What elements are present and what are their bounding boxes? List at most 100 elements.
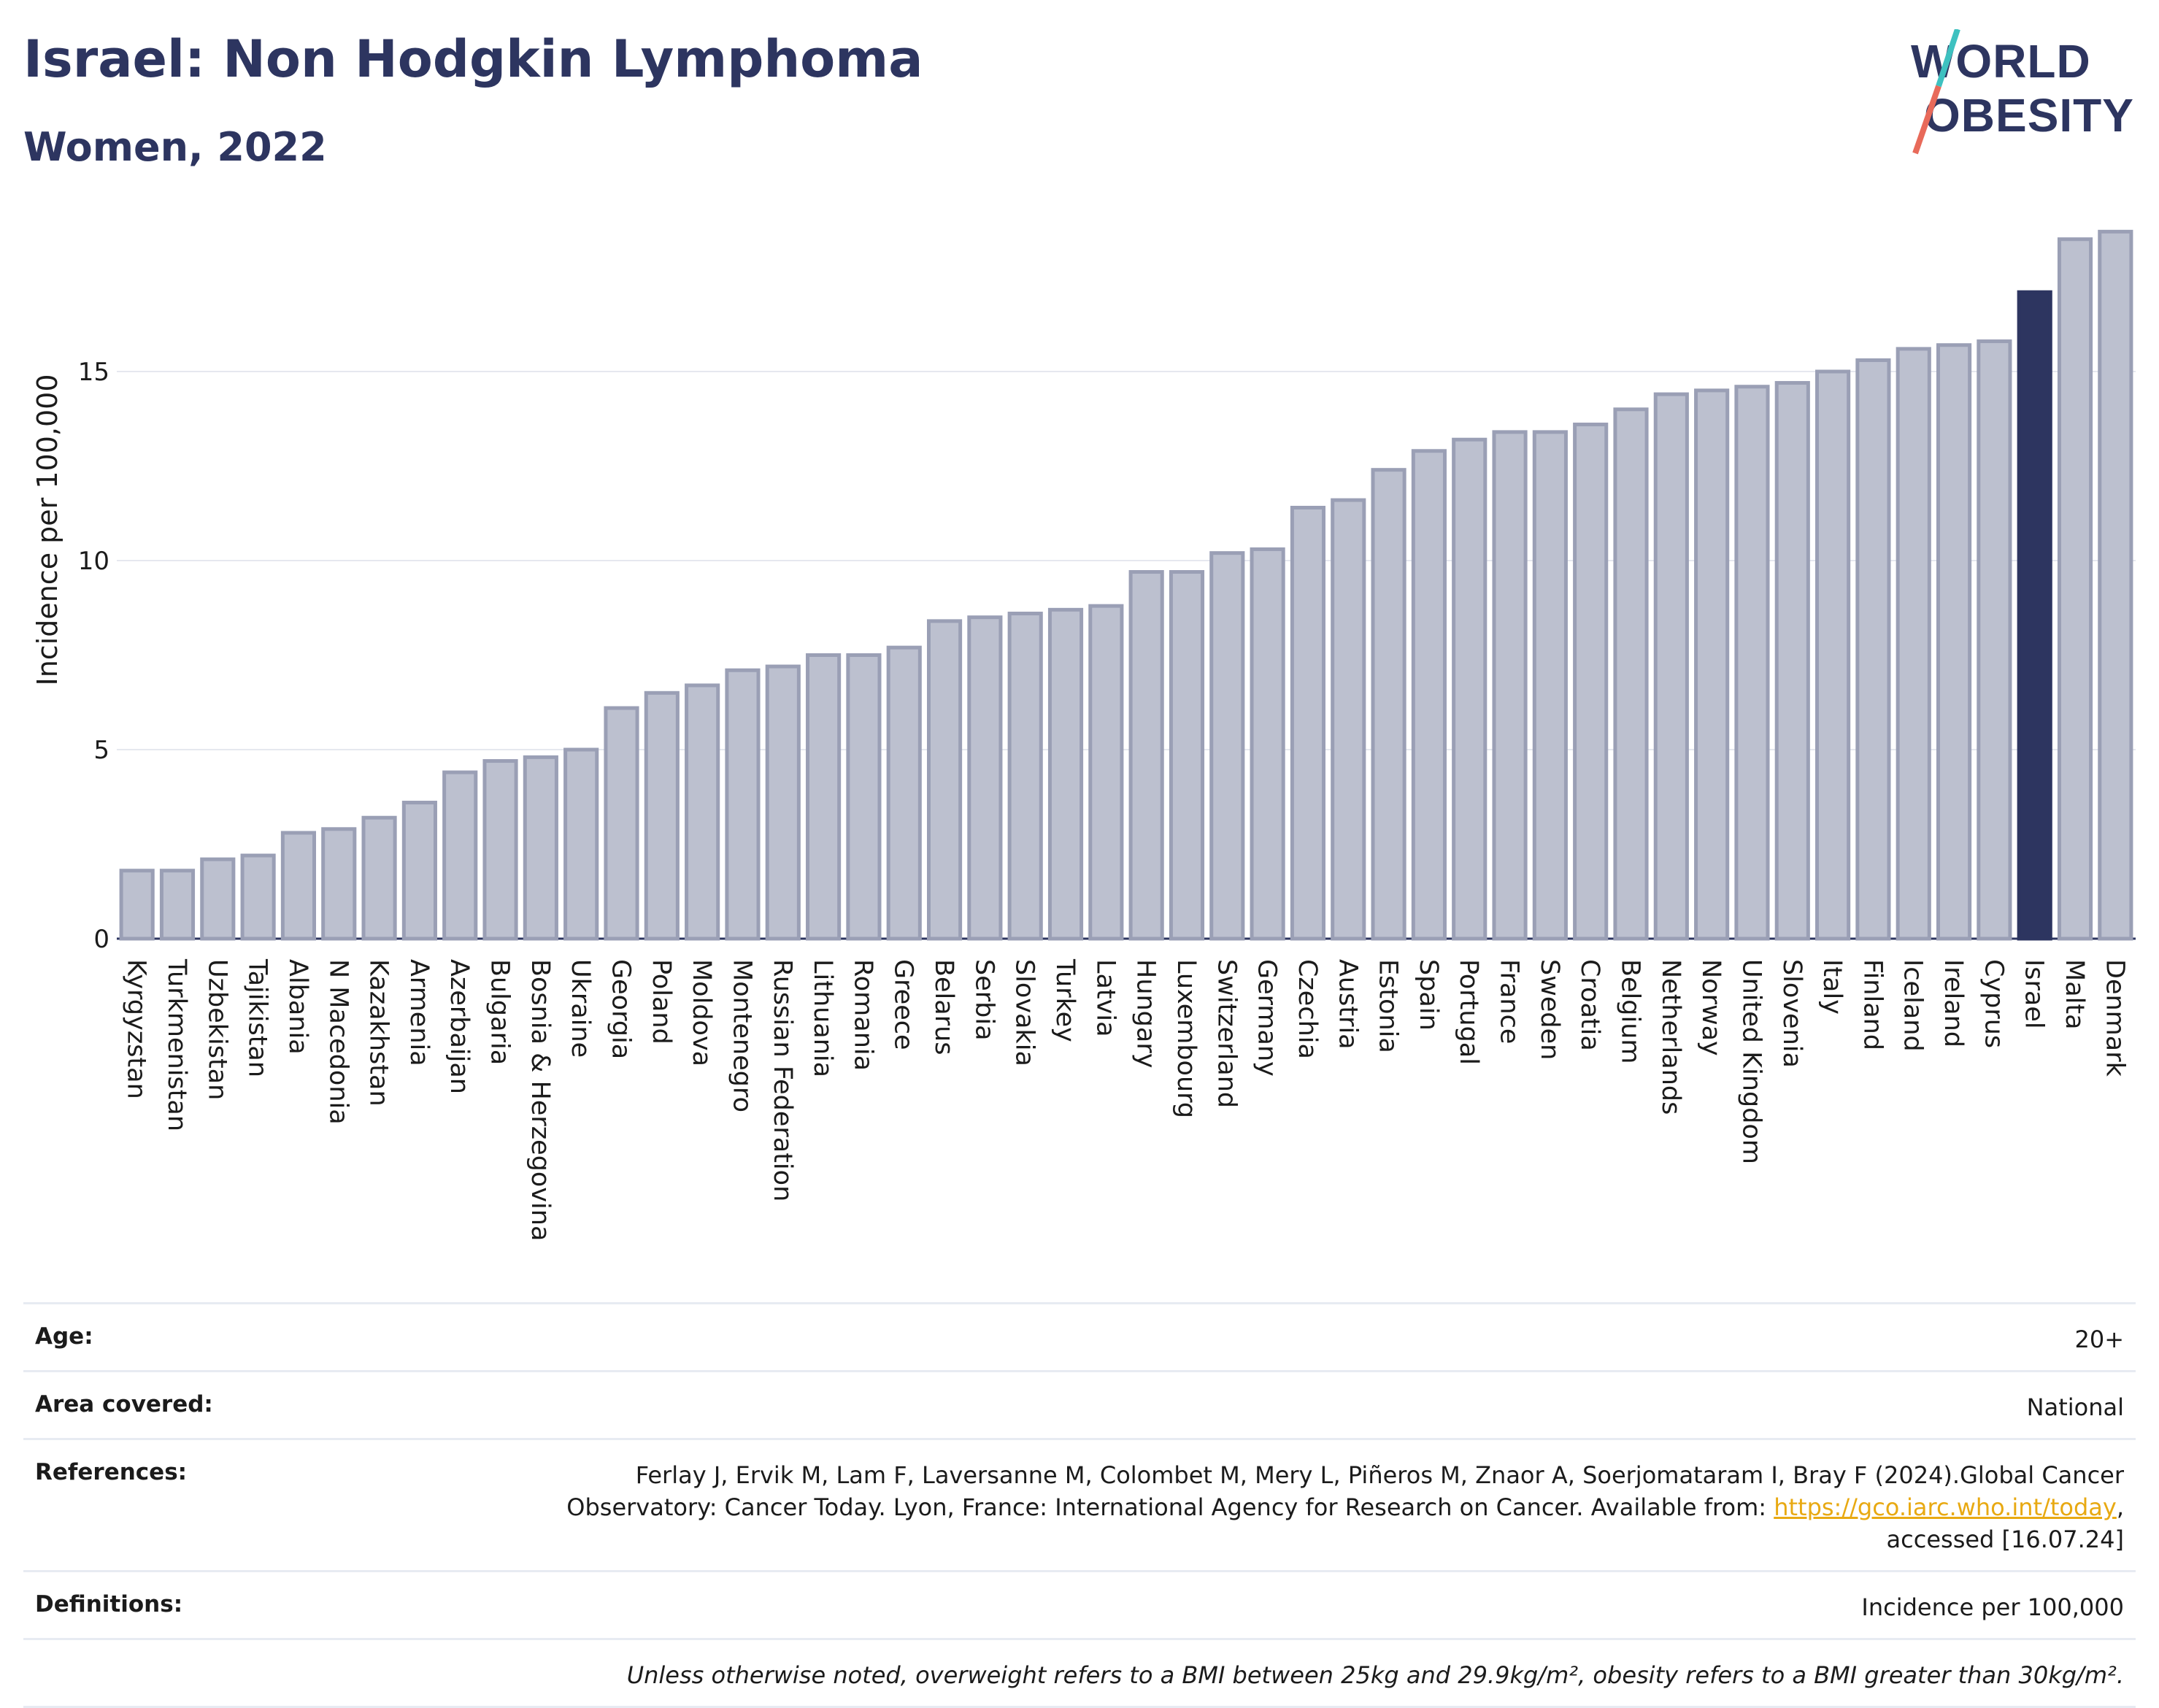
x-tick-label: Lithuania bbox=[808, 959, 837, 1077]
bar bbox=[1896, 347, 1931, 941]
x-tick-label: Serbia bbox=[969, 959, 998, 1041]
x-tick-label: Israel bbox=[2020, 959, 2049, 1029]
x-tick-label: Czechia bbox=[1293, 959, 1322, 1059]
bar bbox=[644, 690, 680, 941]
bar bbox=[1532, 430, 1568, 941]
bar bbox=[926, 619, 963, 941]
x-tick-label: Hungary bbox=[1131, 959, 1161, 1068]
bar bbox=[482, 759, 518, 941]
x-tick-label: Bosnia & Herzegovina bbox=[526, 959, 555, 1241]
age-label: Age: bbox=[35, 1323, 93, 1350]
bar bbox=[967, 615, 1003, 941]
bar-chart: 0 5 10 15 Kyrgyzstan Turkmenistan Uzbekistan T… bbox=[31, 229, 2136, 1241]
x-tick-label: Turkey bbox=[1050, 958, 1080, 1042]
bmi-note: Unless otherwise noted, overweight refer… bbox=[626, 1661, 2124, 1689]
x-tick-label: Cyprus bbox=[1979, 959, 2008, 1048]
x-tick-label: Ireland bbox=[1939, 959, 1968, 1047]
y-axis-label: Incidence per 100,000 bbox=[31, 374, 64, 685]
bar bbox=[563, 747, 599, 941]
bar bbox=[119, 869, 155, 941]
bar bbox=[1855, 358, 1891, 941]
svg-text:OBESITY: OBESITY bbox=[1924, 89, 2134, 142]
bar bbox=[1936, 343, 1972, 941]
area-value: National bbox=[2026, 1393, 2124, 1421]
bar bbox=[401, 801, 437, 941]
bar bbox=[1007, 612, 1043, 941]
x-tick-label: Greece bbox=[889, 959, 918, 1050]
x-tick-label: Spain bbox=[1414, 959, 1443, 1031]
references-link[interactable]: https://gco.iarc.who.int/today bbox=[1774, 1493, 2117, 1521]
bar bbox=[1209, 551, 1245, 941]
bar bbox=[240, 853, 276, 941]
bar bbox=[1088, 604, 1124, 941]
bar bbox=[1573, 423, 1609, 941]
x-tick-label: Italy bbox=[1817, 959, 1847, 1015]
bar bbox=[1774, 381, 1810, 941]
y-tick-label: 5 bbox=[93, 736, 109, 765]
bar bbox=[1653, 392, 1689, 941]
bar-highlight bbox=[2017, 290, 2052, 941]
bar bbox=[1250, 547, 1285, 941]
x-tick-label: France bbox=[1495, 959, 1524, 1044]
bar bbox=[280, 831, 317, 941]
bar bbox=[1613, 407, 1649, 941]
x-tick-label: Norway bbox=[1696, 959, 1725, 1056]
x-tick-label: Uzbekistan bbox=[202, 959, 231, 1100]
y-tick-label: 10 bbox=[78, 547, 109, 576]
bar bbox=[1169, 570, 1205, 941]
x-tick-label: Switzerland bbox=[1212, 959, 1241, 1108]
bar bbox=[200, 857, 236, 941]
bar bbox=[1331, 498, 1366, 941]
bar bbox=[1371, 468, 1406, 941]
page-title: Israel: Non Hodgkin Lymphoma bbox=[23, 29, 923, 89]
references-value: Ferlay J, Ervik M, Lam F, Laversanne M, … bbox=[566, 1461, 2124, 1553]
x-tick-label: Russian Federation bbox=[768, 959, 797, 1201]
x-tick-label: Sweden bbox=[1535, 959, 1564, 1060]
info-row-area: Area covered: National bbox=[23, 1370, 2136, 1438]
x-tick-label: Belarus bbox=[929, 959, 958, 1055]
x-tick-label: Slovakia bbox=[1010, 959, 1039, 1066]
x-tick-label: Ukraine bbox=[566, 959, 595, 1058]
info-row-note: Unless otherwise noted, overweight refer… bbox=[23, 1638, 2136, 1708]
x-tick-label: Germany bbox=[1252, 959, 1282, 1077]
x-tick-label: Azerbaijan bbox=[445, 959, 474, 1094]
x-tick-label: Armenia bbox=[404, 959, 434, 1066]
x-tick-label: Malta bbox=[2060, 959, 2089, 1030]
x-tick-label: Latvia bbox=[1090, 959, 1120, 1037]
bar bbox=[806, 653, 842, 941]
references-text-3: accessed [16.07.24] bbox=[1886, 1526, 2124, 1553]
x-tick-label: Estonia bbox=[1374, 959, 1403, 1053]
y-tick-label: 0 bbox=[93, 925, 109, 954]
x-tick-label: Turkmenistan bbox=[162, 958, 191, 1131]
bar bbox=[523, 755, 558, 941]
bar bbox=[604, 706, 639, 941]
bar bbox=[321, 827, 357, 941]
bar bbox=[1047, 607, 1084, 941]
x-tick-label: Belgium bbox=[1616, 959, 1645, 1064]
age-value: 20+ bbox=[2074, 1326, 2124, 1353]
x-tick-label: Montenegro bbox=[727, 959, 756, 1112]
definitions-value: Incidence per 100,000 bbox=[1861, 1593, 2124, 1621]
bar bbox=[725, 668, 761, 941]
x-tick-label: N Macedonia bbox=[323, 959, 353, 1125]
bar bbox=[685, 683, 720, 941]
bar bbox=[1128, 570, 1164, 941]
bar bbox=[361, 815, 397, 941]
x-tick-label: Tajikistan bbox=[243, 958, 272, 1077]
info-row-references: References: Ferlay J, Ervik M, Lam F, La… bbox=[23, 1438, 2136, 1570]
bar bbox=[159, 869, 196, 941]
x-tick-label: Finland bbox=[1858, 959, 1887, 1050]
world-obesity-logo: WORLD OBESITY bbox=[1911, 29, 2134, 155]
definitions-label: Definitions: bbox=[35, 1591, 183, 1617]
x-tick-label: Iceland bbox=[1898, 959, 1928, 1052]
bar bbox=[886, 645, 922, 941]
references-text-1: Ferlay J, Ervik M, Lam F, Laversanne M, … bbox=[635, 1461, 2124, 1489]
x-tick-labels: Kyrgyzstan Turkmenistan Uzbekistan Tajikist… bbox=[122, 958, 2130, 1241]
info-row-definitions: Definitions: Incidence per 100,000 bbox=[23, 1570, 2136, 1638]
y-tick-labels: 0 5 10 15 bbox=[78, 358, 109, 954]
x-tick-label: Austria bbox=[1333, 959, 1362, 1050]
x-tick-label: Albania bbox=[283, 959, 312, 1055]
x-tick-label: Bulgaria bbox=[485, 959, 515, 1065]
bar bbox=[1694, 388, 1730, 941]
bar bbox=[442, 770, 478, 941]
